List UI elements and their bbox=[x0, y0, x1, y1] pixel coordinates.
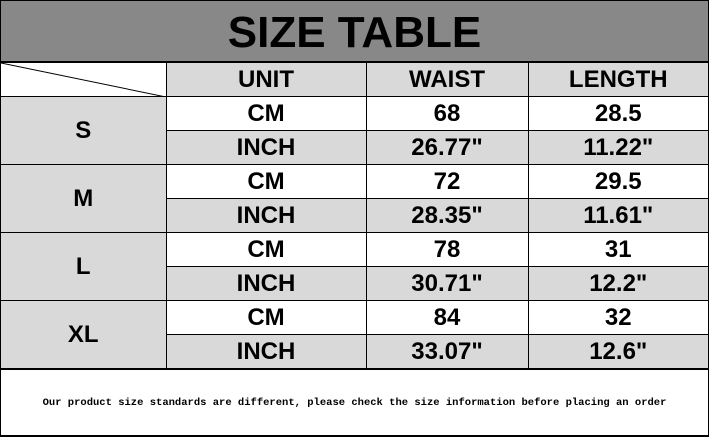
unit-cell: CM bbox=[165, 96, 367, 131]
length-cell: 28.5 bbox=[527, 96, 708, 131]
table-row: INCH 33.07" 12.6" bbox=[1, 334, 708, 369]
length-cell: 31 bbox=[527, 232, 708, 267]
size-table: UNIT WAIST LENGTH S CM 68 28.5 INCH 26.77" 11… bbox=[1, 62, 708, 369]
corner-cell bbox=[1, 62, 167, 97]
waist-cell: 30.71" bbox=[365, 266, 529, 301]
waist-cell: 33.07" bbox=[365, 334, 529, 369]
unit-cell: INCH bbox=[166, 266, 367, 301]
table-title: SIZE TABLE bbox=[1, 1, 708, 62]
waist-cell: 84 bbox=[365, 300, 529, 335]
size-note: Our product size standards are different… bbox=[1, 369, 708, 436]
table-row: L CM 78 31 bbox=[1, 232, 708, 301]
unit-cell: CM bbox=[165, 232, 367, 267]
table-row: XL CM 84 32 bbox=[1, 300, 708, 369]
size-label: XL bbox=[1, 300, 167, 369]
size-label: L bbox=[1, 232, 167, 301]
waist-cell: 78 bbox=[365, 232, 529, 267]
unit-cell: INCH bbox=[166, 334, 367, 369]
length-cell: 32 bbox=[527, 300, 708, 335]
table-row: M CM 72 29.5 bbox=[1, 164, 708, 233]
unit-cell: CM bbox=[165, 164, 367, 199]
unit-cell: INCH bbox=[166, 198, 367, 233]
length-cell: 12.2" bbox=[527, 266, 708, 301]
size-label: S bbox=[1, 96, 167, 165]
header-unit: UNIT bbox=[165, 62, 367, 97]
unit-cell: CM bbox=[165, 300, 367, 335]
size-label: M bbox=[1, 164, 167, 233]
waist-cell: 68 bbox=[365, 96, 529, 131]
unit-cell: INCH bbox=[166, 130, 367, 165]
diagonal-line bbox=[1, 63, 166, 97]
header-length: LENGTH bbox=[527, 62, 708, 97]
waist-cell: 72 bbox=[365, 164, 529, 199]
length-cell: 29.5 bbox=[527, 164, 708, 199]
header-waist: WAIST bbox=[365, 62, 529, 97]
length-cell: 12.6" bbox=[527, 334, 708, 369]
waist-cell: 26.77" bbox=[365, 130, 529, 165]
table-row: S CM 68 28.5 bbox=[1, 96, 708, 165]
header-row: UNIT WAIST LENGTH bbox=[1, 62, 708, 97]
waist-cell: 28.35" bbox=[365, 198, 529, 233]
length-cell: 11.22" bbox=[527, 130, 708, 165]
length-cell: 11.61" bbox=[527, 198, 708, 233]
table-row: INCH 28.35" 11.61" bbox=[1, 198, 708, 233]
